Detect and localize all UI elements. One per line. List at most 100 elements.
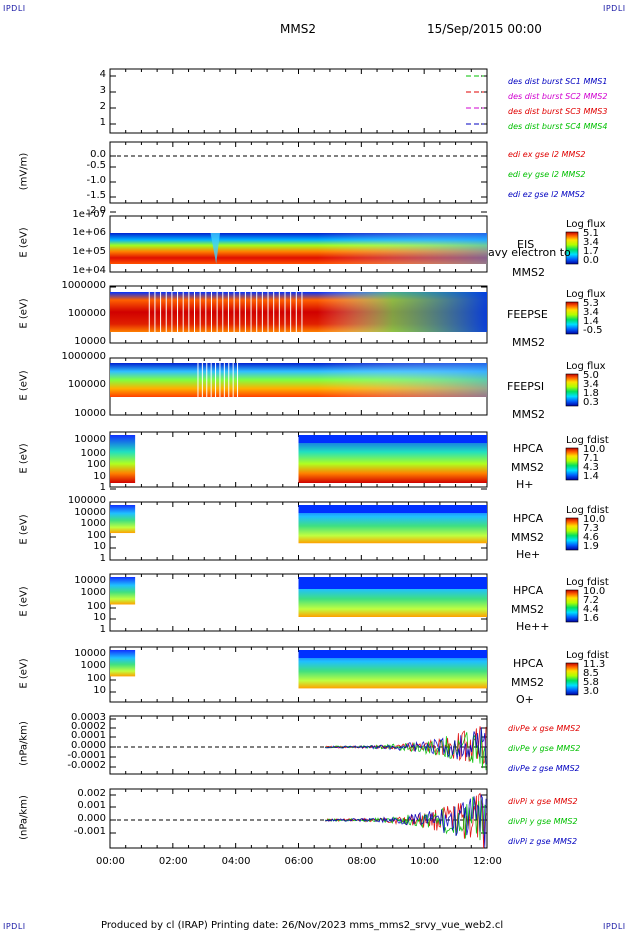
x-tick-label: 08:00	[347, 856, 377, 867]
colorbar-title: Log flux	[566, 219, 606, 230]
hpca-high-energy-band	[298, 650, 487, 658]
y-tick-label: -0.0002	[67, 760, 106, 771]
legend-entry: des dist burst SC3 MMS3	[508, 107, 608, 116]
instrument-label: He++	[516, 620, 550, 633]
date-title: 15/Sep/2015 00:00	[427, 22, 542, 36]
y-tick-label: -1.0	[86, 175, 106, 186]
y-tick-label: 1	[99, 553, 106, 564]
y-axis-label: E (eV)	[18, 657, 30, 689]
y-tick-label: 1000000	[61, 351, 106, 362]
hpca-high-energy-band	[298, 435, 487, 443]
y-tick-label: 100000	[67, 379, 106, 390]
y-axis-label: E (eV)	[18, 297, 30, 329]
instrument-label: H+	[516, 478, 534, 491]
colorbar-value: 5.3	[583, 298, 599, 309]
x-tick-label: 00:00	[96, 856, 125, 867]
instrument-label: He+	[516, 548, 541, 561]
y-tick-label: 1000	[80, 518, 106, 529]
feepsi-spectrogram-fade	[110, 363, 487, 397]
colorbar-value: 0.0	[583, 255, 599, 266]
x-tick-label: 12:00	[473, 856, 502, 867]
colorbar-value: 10.0	[583, 444, 606, 455]
y-axis-label: E (eV)	[18, 442, 30, 474]
divergence-series-line	[324, 793, 487, 848]
legend-entry: divPe y gse MMS2	[508, 744, 581, 753]
colorbar-title: Log fdist	[566, 577, 609, 588]
corner-mark-bottom-right: IPDLI	[603, 922, 626, 931]
instrument-label: MMS2	[512, 408, 545, 421]
colorbar-value: 1.9	[583, 541, 599, 552]
legend-entry: divPi y gse MMS2	[508, 817, 578, 826]
x-tick-label: 06:00	[284, 856, 314, 867]
y-axis-label: E (eV)	[18, 227, 30, 258]
y-tick-label: 10000	[74, 648, 106, 659]
instrument-label: HPCA	[513, 442, 544, 455]
y-tick-label: 10	[93, 541, 106, 552]
instrument-label: avy electron to	[488, 246, 571, 259]
corner-mark-bottom-left: IPDLI	[3, 922, 26, 931]
legend-entry: divPe z gse MMS2	[508, 764, 580, 773]
y-tick-label: 2	[99, 101, 106, 112]
y-tick-label: 1e+04	[72, 265, 106, 276]
colorbar-value: 1.8	[583, 388, 599, 399]
instrument-label: FEEPSE	[507, 308, 548, 321]
legend-entry: divPi z gse MMS2	[508, 837, 578, 846]
y-tick-label: -0.0001	[67, 750, 106, 761]
colorbar-value: 4.4	[583, 604, 599, 615]
instrument-label: MMS2	[512, 266, 545, 279]
colorbar-value: 1.4	[583, 471, 599, 482]
colorbar-value: 11.3	[583, 659, 606, 670]
y-tick-label: 100	[86, 530, 106, 541]
y-axis-label: E (eV)	[18, 514, 30, 545]
y-tick-label: 1000	[80, 448, 106, 459]
panel-frame-p2	[109, 141, 488, 204]
y-tick-label: 0.000	[77, 813, 106, 824]
colorbar	[565, 517, 579, 551]
instrument-label: HPCA	[513, 584, 544, 597]
instrument-label: MMS2	[511, 603, 544, 616]
instrument-label: HPCA	[513, 512, 544, 525]
divergence-series-line	[324, 796, 487, 841]
y-tick-label: -1.5	[86, 190, 106, 201]
y-tick-label: 10000	[74, 434, 106, 445]
y-tick-label: 1e+06	[72, 227, 106, 238]
y-tick-label: -0.5	[86, 160, 106, 171]
y-tick-label: 1000000	[61, 280, 106, 291]
y-tick-label: 0.0000	[71, 740, 106, 751]
y-tick-label: 100	[86, 601, 106, 612]
instrument-label: O+	[516, 693, 534, 706]
corner-mark-top-left: IPDLI	[3, 4, 26, 13]
divergence-series-line	[325, 727, 487, 765]
colorbar-title: Log flux	[566, 361, 606, 372]
colorbar	[565, 447, 579, 481]
colorbar-value: 3.0	[583, 686, 599, 697]
instrument-label: FEEPSI	[507, 380, 545, 393]
y-tick-label: 1	[99, 482, 106, 493]
y-tick-label: 1000	[80, 587, 106, 598]
legend-entry: edi ex gse l2 MMS2	[508, 150, 586, 159]
colorbar-value: -0.5	[583, 325, 603, 336]
colorbar-value: 7.3	[583, 523, 599, 534]
y-tick-label: 1000	[80, 660, 106, 671]
feepse-spectrogram-fade	[110, 292, 487, 332]
y-tick-label: 0.0001	[71, 730, 106, 741]
x-tick-label: 04:00	[221, 856, 251, 867]
instrument-label: MMS2	[511, 676, 544, 689]
legend-entry: edi ez gse l2 MMS2	[508, 190, 585, 199]
instrument-label: MMS2	[511, 461, 544, 474]
y-tick-label: 10000	[74, 336, 106, 347]
x-tick-label: 10:00	[410, 856, 439, 867]
colorbar-title: Log fdist	[566, 435, 609, 446]
y-tick-label: -0.001	[73, 826, 106, 837]
y-axis-label: E (eV)	[18, 369, 30, 401]
y-tick-label: 1e+05	[72, 246, 106, 257]
instrument-label: EIS	[517, 238, 535, 251]
colorbar	[565, 231, 579, 265]
colorbar-value: 4.6	[583, 532, 599, 543]
colorbar-title: Log fdist	[566, 650, 609, 661]
y-tick-label: 1	[99, 117, 106, 128]
colorbar-title: Log fdist	[566, 505, 609, 516]
y-tick-label: 1e+07	[72, 209, 106, 220]
